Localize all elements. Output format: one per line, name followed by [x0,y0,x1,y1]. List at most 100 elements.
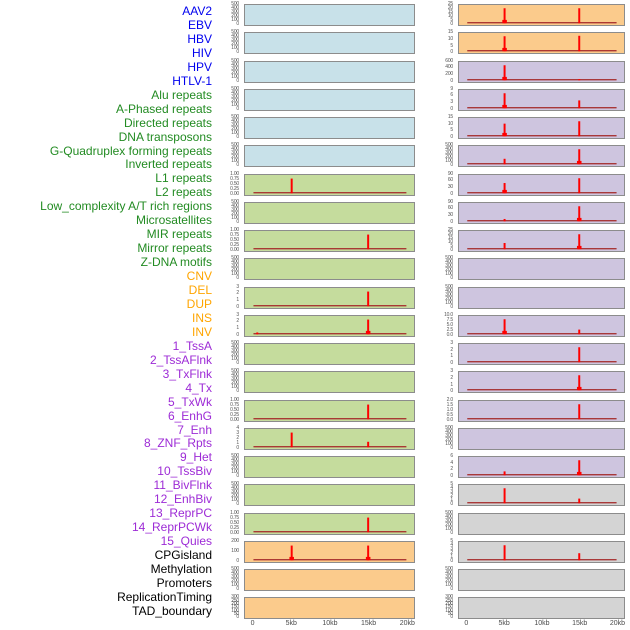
spike [578,206,581,222]
x-tick-label: 5kb [498,620,510,628]
y-tick-label: 300 [231,574,239,580]
baseline [467,417,617,419]
spike [503,488,506,504]
spike [367,441,370,448]
spike [578,498,581,504]
profile-plot [467,375,617,391]
profile-plot [245,259,414,279]
y-tick-label: 200 [445,267,453,274]
profile-plot [467,8,617,24]
panel-right-4-tx [458,145,625,168]
y-tick-label: 0 [450,360,453,366]
spike-base [502,189,507,193]
panel-right-3-txflnk [458,117,625,139]
y-tick-label: 0 [450,275,453,282]
y-tick-label: 200 [231,97,239,104]
y-tick-label: 500 [231,114,239,120]
y-tick-label: 200 [445,578,453,584]
y-tick-label: 2.5 [446,326,454,333]
x-tick-label: 10kb [534,620,550,628]
y-tick-label: 15 [447,235,453,241]
baseline [253,530,407,532]
y-tick-label: 400 [231,259,239,266]
baseline [467,502,617,504]
y-tick-label: 3 [236,283,239,290]
baseline [467,361,617,363]
panel-left-l1-repeats [244,343,415,365]
y-tick-label: 500 [231,368,239,375]
baseline [467,163,617,165]
baseline [467,191,617,193]
y-axis-ticks: 600 400 200 0 [425,57,455,85]
baseline [467,78,617,80]
row-label-alu-repeats: Alu repeats [151,87,212,102]
y-tick-label: 1.5 [446,401,454,408]
y-tick-label: 90 [447,170,453,177]
row-label-del: DEL [188,283,212,297]
baseline [467,474,617,476]
y-tick-label: 100 [231,356,239,362]
row-label-methylation: Methylation [150,562,212,576]
spike-base [502,48,507,52]
y-tick-label: 10 [447,239,453,245]
y-tick-label: 200 [445,154,453,161]
row-label-inv: INV [191,324,212,339]
y-tick-label: 1.00 [230,170,239,177]
y-tick-label: 300 [445,594,453,601]
profile-plot [467,403,617,419]
spike [578,78,581,80]
y-tick-label: 15 [447,9,453,15]
y-tick-label: 0 [450,49,453,56]
baseline [253,191,407,193]
y-tick-label: 300 [445,263,453,270]
y-tick-label: 0 [236,557,239,564]
y-tick-label: 6 [450,92,453,99]
y-tick-label: 400 [445,64,453,71]
row-label-8-znf-rpts: 8_ZNF_Rpts [143,436,212,451]
row-label-cpgisland: CPGisland [154,548,212,563]
y-tick-label: 400 [231,202,239,209]
y-tick-label: 0 [236,444,239,451]
spike-base [365,330,371,334]
baseline [467,389,617,391]
y-tick-label: 0.0 [446,416,454,423]
row-label-a-phased-repeats: A-Phased repeats [115,101,212,116]
y-tick-label: 200 [445,521,453,528]
y-tick-label: 0 [450,21,453,27]
y-axis-ticks: 90 60 30 0 [425,199,455,226]
y-tick-label: 100 [231,73,239,80]
row-label-dna-transposons: DNA transposons [118,129,212,144]
y-tick-label: 100 [231,45,239,52]
y-tick-label: 500 [231,566,239,572]
spike-base [365,556,371,560]
panel-right-ins [458,4,625,26]
panel-right-7-enh [458,230,625,252]
y-axis-ticks: 10.0 7.5 5.0 2.5 0.0 [425,312,455,339]
y-tick-label: 60 [447,177,453,184]
y-tick-label: 300 [231,150,239,157]
y-tick-label: 600 [445,57,453,64]
y-tick-label: 60 [447,205,453,212]
row-label-1-tssa: 1_TssA [172,338,212,353]
spike-base [502,132,507,137]
profile-plot [459,570,624,590]
y-tick-label: 300 [231,93,239,100]
profile-plot [467,36,617,52]
y-axis-ticks: 500 400 300 200 100 0 [425,425,455,452]
y-tick-label: 0.00 [230,416,239,423]
panel-left-mir-repeats [244,456,415,478]
y-tick-label: 0.25 [230,242,239,248]
y-tick-label: 0.25 [230,524,239,531]
y-tick-label: 1.00 [230,509,239,516]
profile-plot [245,570,414,590]
y-tick-label: 2 [236,434,239,441]
spike [503,159,506,165]
y-tick-label: 7.5 [446,316,454,323]
panel-left-dup [244,597,415,620]
profile-plot [245,90,414,110]
y-tick-label: 100 [231,607,239,614]
y-tick-label: 9 [450,85,453,92]
y-tick-label: 0 [236,275,239,282]
